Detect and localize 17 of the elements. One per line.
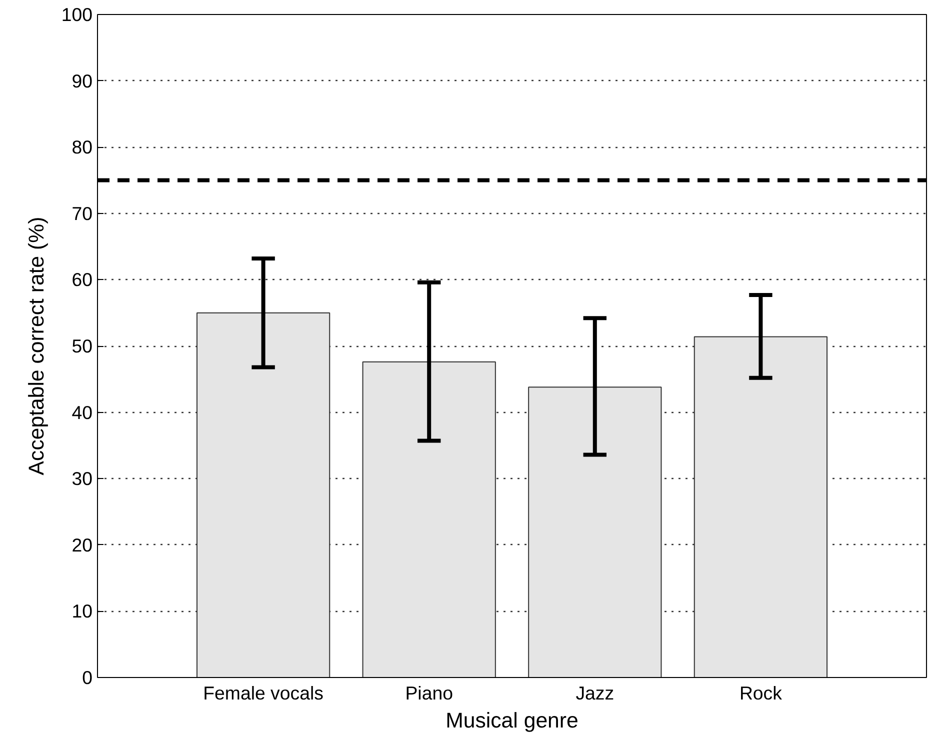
x-tick-label: Female vocals — [203, 682, 324, 704]
x-tick-label: Rock — [739, 682, 783, 704]
x-axis-title: Musical genre — [446, 708, 578, 732]
y-tick-label: 70 — [72, 202, 93, 224]
y-tick-label: 80 — [72, 136, 93, 158]
y-tick-label: 90 — [72, 70, 93, 92]
y-tick-label: 60 — [72, 269, 93, 290]
y-tick-label: 10 — [72, 600, 93, 622]
x-tick-label: Jazz — [576, 682, 614, 704]
y-axis-title: Acceptable correct rate (%) — [24, 216, 48, 476]
x-tick-label: Piano — [405, 682, 453, 704]
y-tick-label: 30 — [72, 468, 93, 490]
y-tick-label: 50 — [72, 336, 93, 356]
y-tick-label: 20 — [72, 534, 93, 556]
y-tick-label: 40 — [72, 402, 93, 423]
y-tick-label: 0 — [82, 667, 93, 688]
y-tick-label: 100 — [61, 4, 93, 25]
